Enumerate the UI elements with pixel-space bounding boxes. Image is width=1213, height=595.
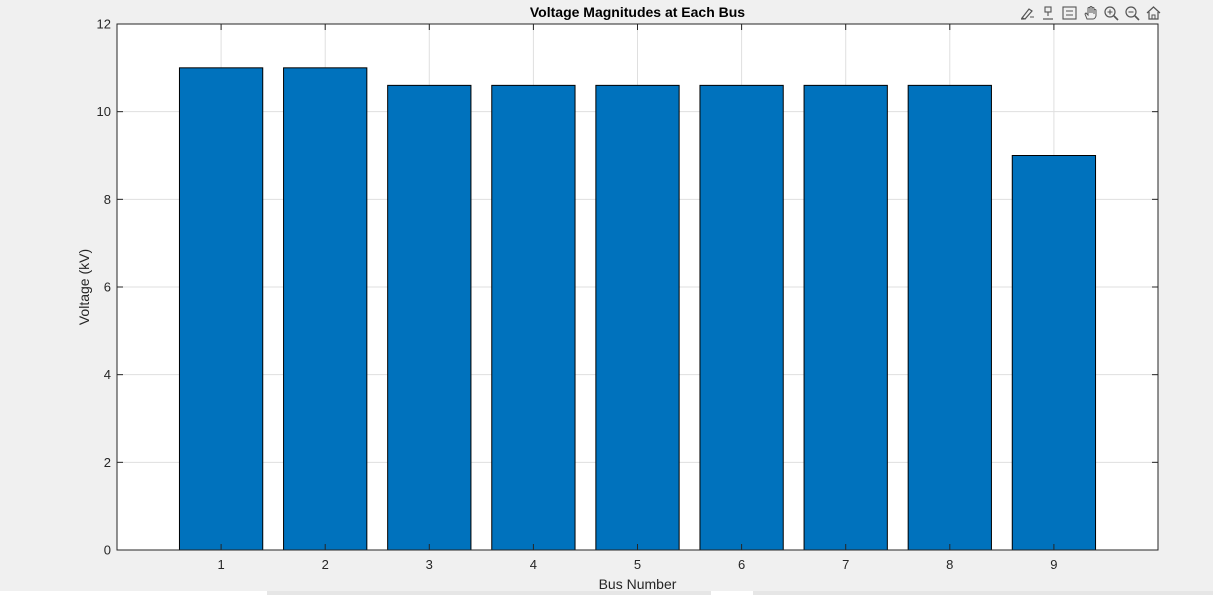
y-axis-label: Voltage (kV) xyxy=(76,249,92,325)
brush-icon[interactable] xyxy=(1018,4,1037,22)
figure-bottom-edge xyxy=(0,591,1213,595)
y-tick-label: 0 xyxy=(104,543,111,558)
x-tick-label: 2 xyxy=(322,557,329,572)
bar-bus-4[interactable] xyxy=(491,84,576,551)
bar-bus-3[interactable] xyxy=(387,84,472,551)
chart-title: Voltage Magnitudes at Each Bus xyxy=(530,4,745,20)
axes-toolbar xyxy=(1018,4,1163,22)
home-icon[interactable] xyxy=(1144,4,1163,22)
bottom-edge-segment xyxy=(711,591,753,595)
y-tick-label: 2 xyxy=(104,455,111,470)
pan-icon[interactable] xyxy=(1081,4,1100,22)
x-tick-label: 4 xyxy=(530,557,537,572)
legend-icon[interactable] xyxy=(1060,4,1079,22)
x-tick-label: 3 xyxy=(426,557,433,572)
data-tips-icon[interactable] xyxy=(1039,4,1058,22)
bar-bus-6[interactable] xyxy=(699,84,784,551)
zoom-out-icon[interactable] xyxy=(1123,4,1142,22)
zoom-in-icon[interactable] xyxy=(1102,4,1121,22)
x-tick-label: 6 xyxy=(738,557,745,572)
x-tick-label: 8 xyxy=(946,557,953,572)
y-tick-label: 8 xyxy=(104,192,111,207)
bar-bus-8[interactable] xyxy=(907,84,992,551)
y-tick-label: 6 xyxy=(104,280,111,295)
bottom-edge-segment xyxy=(0,591,267,595)
y-tick-label: 10 xyxy=(97,104,111,119)
bar-bus-9[interactable] xyxy=(1011,155,1097,551)
x-tick-label: 9 xyxy=(1050,557,1057,572)
x-tick-label: 1 xyxy=(217,557,224,572)
bar-bus-5[interactable] xyxy=(595,84,680,551)
x-axis-label: Bus Number xyxy=(599,576,677,592)
bar-bus-2[interactable] xyxy=(283,67,368,551)
x-tick-label: 5 xyxy=(634,557,641,572)
y-tick-label: 4 xyxy=(104,367,111,382)
x-tick-label: 7 xyxy=(842,557,849,572)
y-tick-label: 12 xyxy=(97,17,111,32)
bars xyxy=(178,67,1097,551)
bar-bus-1[interactable] xyxy=(178,67,264,551)
bar-bus-7[interactable] xyxy=(803,84,888,551)
